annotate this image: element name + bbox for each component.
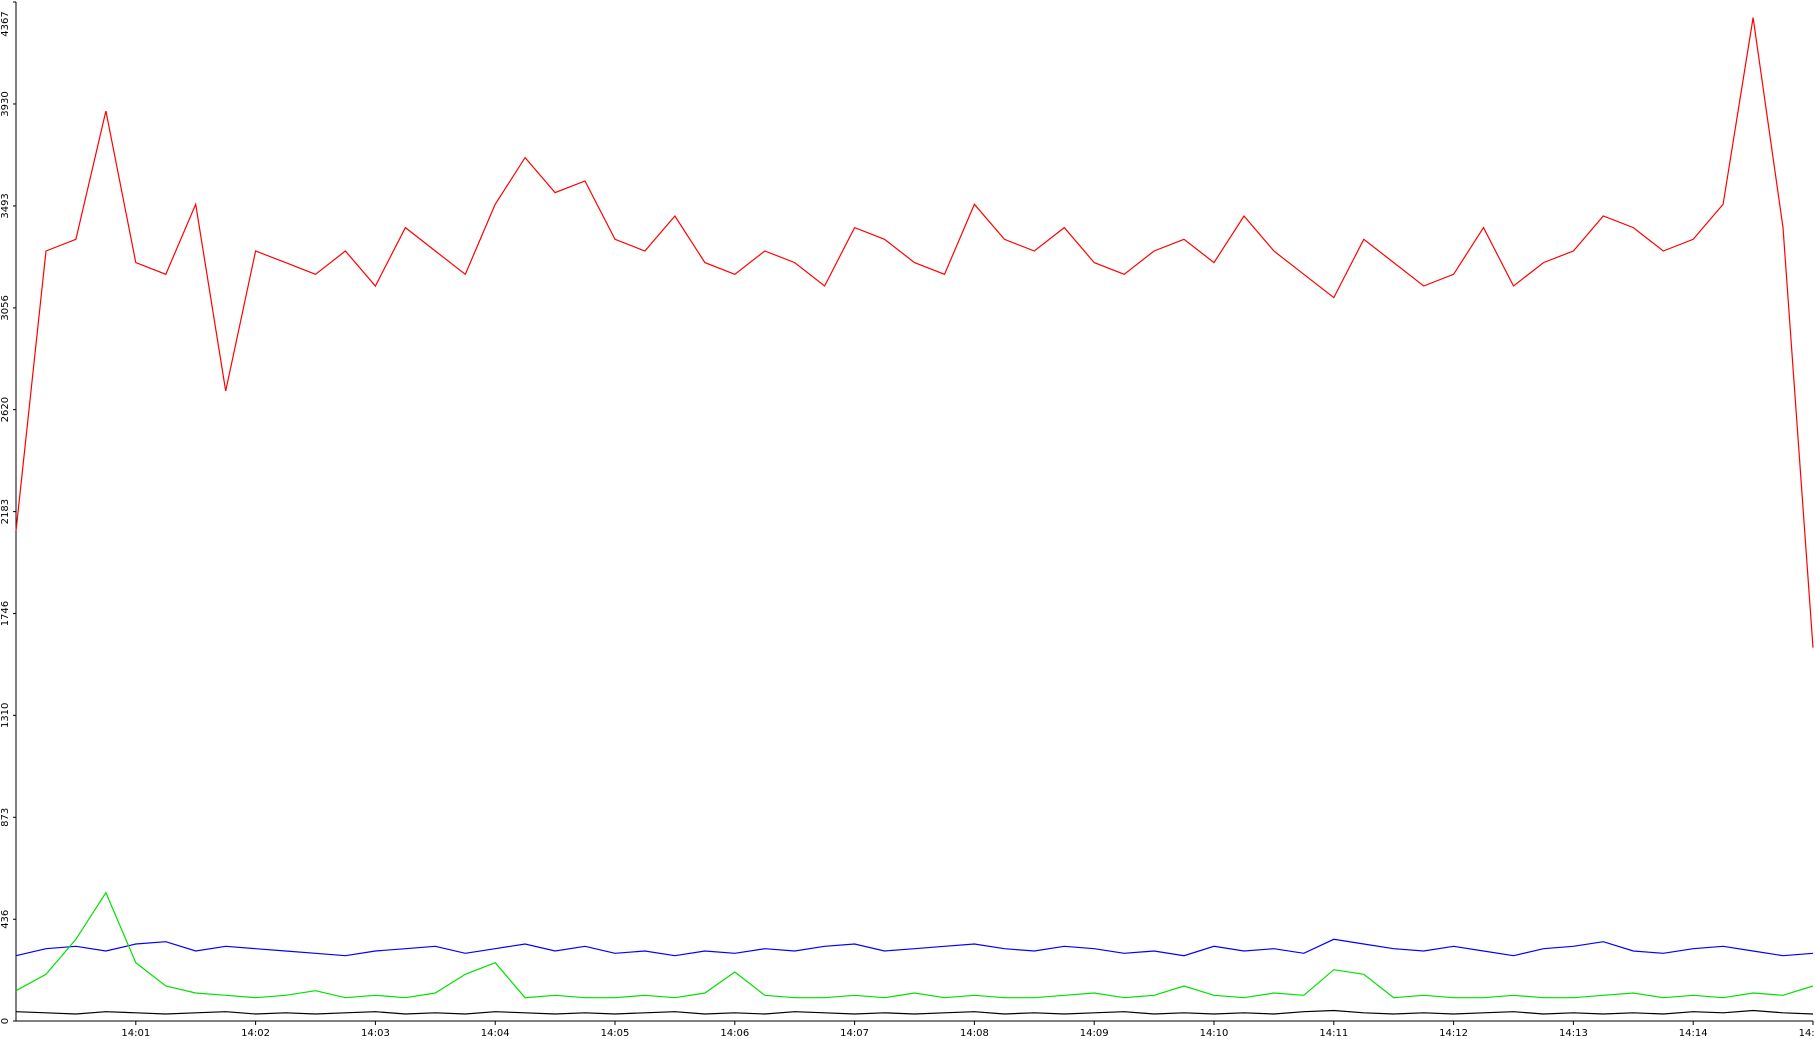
y-tick-label: 1310 (0, 703, 11, 728)
x-tick-label: 14:13 (1559, 1028, 1588, 1039)
x-tick-label: 14:07 (840, 1028, 869, 1039)
y-tick-label: 436 (0, 910, 11, 929)
y-tick-label: 2620 (0, 397, 11, 422)
x-tick-label: 14:10 (1200, 1028, 1229, 1039)
series-line (15, 1009, 1814, 1015)
x-tick-label: 14:15 (1799, 1028, 1815, 1039)
x-tick-label: 14:01 (121, 1028, 150, 1039)
x-tick-label: 14:12 (1439, 1028, 1468, 1039)
y-tick-label: 3056 (0, 295, 11, 320)
series-line (15, 17, 1814, 648)
x-tick-label: 14:05 (601, 1028, 630, 1039)
y-tick-label: 1746 (0, 601, 11, 626)
y-tick-label: 3930 (0, 91, 11, 116)
x-tick-label: 14:11 (1319, 1028, 1348, 1039)
x-tick-label: 14:08 (960, 1028, 989, 1039)
x-tick-label: 14:06 (720, 1028, 749, 1039)
x-tick-label: 14:04 (481, 1028, 510, 1039)
y-tick-label: 3493 (0, 193, 11, 218)
x-tick-label: 14:09 (1080, 1028, 1109, 1039)
y-tick-label: 2183 (0, 499, 11, 524)
x-tick-label: 14:14 (1679, 1028, 1708, 1039)
x-tick-label: 14:02 (241, 1028, 270, 1039)
series-line (15, 891, 1814, 999)
y-tick-label: 873 (0, 808, 11, 827)
y-tick-label: 4367 (0, 11, 11, 36)
y-tick-label: 0 (0, 1018, 11, 1024)
x-tick-label: 14:03 (361, 1028, 390, 1039)
series-line (15, 938, 1814, 957)
